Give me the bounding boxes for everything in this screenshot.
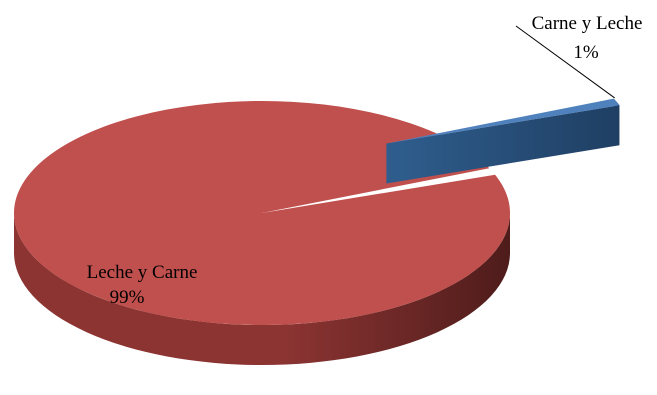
data-label-percent-carne-y-leche: 1% [573,42,599,63]
slice-group-carne-y-leche [386,98,620,184]
leader-line-carne-y-leche [515,25,615,99]
data-label-name-leche-y-carne: Leche y Carne [87,262,198,283]
data-label-percent-leche-y-carne: 99% [110,287,145,308]
slice-carne-y-leche [386,98,620,144]
slice-side-carne-y-leche [386,98,620,184]
slice-group-leche-y-carne [14,101,511,365]
slice-leche-y-carne [14,101,511,326]
data-label-name-carne-y-leche: Carne y Leche [532,13,643,34]
slice-side-leche-y-carne [14,213,510,365]
